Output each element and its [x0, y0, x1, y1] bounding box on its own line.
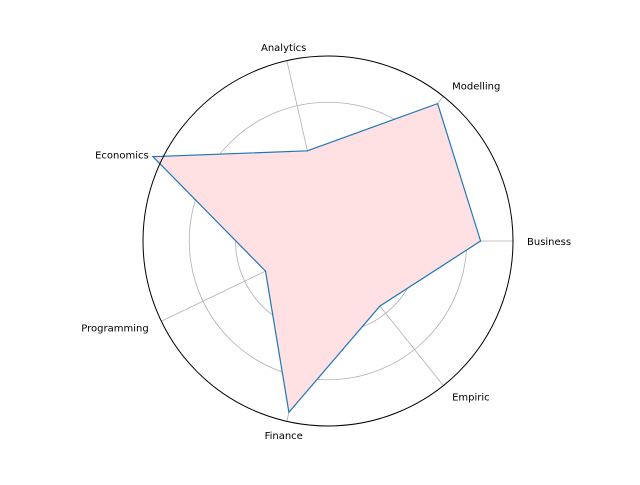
- category-label-modelling: Modelling: [452, 81, 500, 92]
- category-label-programming: Programming: [81, 323, 148, 334]
- series-layer: [151, 102, 482, 414]
- data-point-business: [480, 240, 482, 242]
- label-layer: Business Modelling Analytics Economics Progr…: [81, 43, 571, 442]
- data-point-economics: [152, 156, 154, 158]
- data-point-programming: [264, 270, 267, 272]
- category-label-business: Business: [527, 237, 571, 248]
- outer-frame: [142, 55, 514, 427]
- category-label-finance: Finance: [265, 431, 303, 442]
- category-label-economics: Economics: [95, 151, 149, 162]
- data-point-empiric: [379, 305, 381, 307]
- category-label-empiric: Empiric: [452, 393, 490, 404]
- series-fill: [153, 103, 481, 413]
- frame-layer: [142, 55, 514, 427]
- data-point-finance: [288, 411, 290, 413]
- category-label-analytics: Analytics: [261, 43, 306, 54]
- series-line: [151, 102, 482, 414]
- data-point-modelling: [436, 102, 439, 105]
- data-point-analytics: [306, 150, 309, 152]
